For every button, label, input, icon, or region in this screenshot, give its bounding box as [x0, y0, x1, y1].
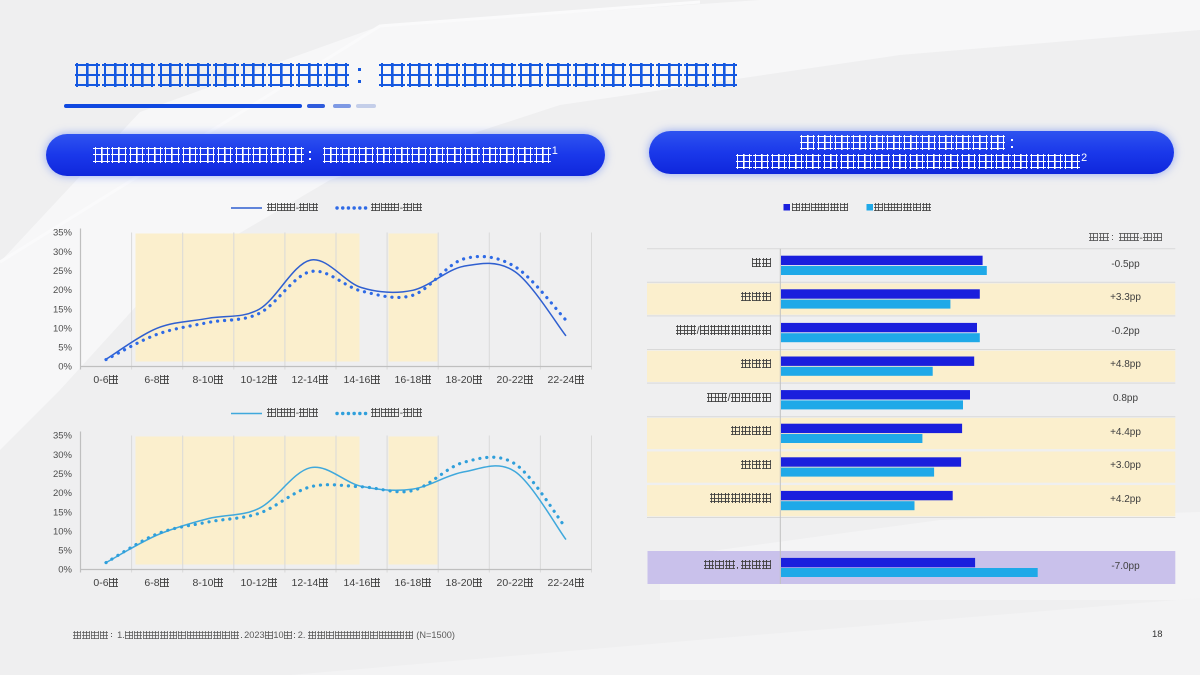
svg-text:20%: 20%: [53, 488, 73, 499]
svg-text:35%: 35%: [53, 228, 73, 239]
svg-text:35%: 35%: [53, 431, 73, 442]
svg-text:0%: 0%: [58, 362, 72, 373]
svg-text:5%: 5%: [58, 546, 72, 557]
svg-text:30%: 30%: [53, 450, 73, 461]
svg-text:15%: 15%: [53, 507, 73, 518]
svg-text:0%: 0%: [58, 565, 72, 576]
svg-text:25%: 25%: [53, 469, 73, 480]
svg-text:5%: 5%: [58, 343, 72, 354]
svg-text:30%: 30%: [53, 247, 73, 258]
svg-text:15%: 15%: [53, 304, 73, 315]
svg-text:10%: 10%: [53, 323, 73, 334]
svg-text:25%: 25%: [53, 266, 73, 277]
svg-text:10%: 10%: [53, 526, 73, 537]
svg-text:20%: 20%: [53, 285, 73, 296]
